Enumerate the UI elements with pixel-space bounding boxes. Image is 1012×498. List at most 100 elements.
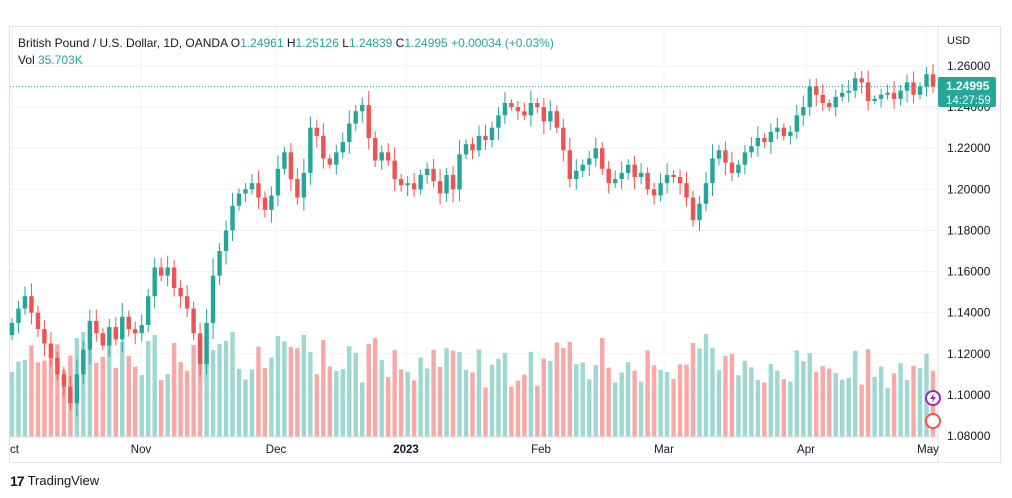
candle-body-91: [600, 148, 605, 169]
volume-bar-76: [502, 352, 508, 437]
candle-body-51: [340, 142, 345, 153]
candle-body-66: [437, 181, 443, 194]
volume-bar-48: [321, 340, 326, 437]
candle-body-81: [535, 103, 540, 108]
candle-body-142: [930, 74, 936, 87]
volume-bar-62: [411, 380, 417, 437]
symbol-title[interactable]: British Pound / U.S. Dollar, 1D, OANDA: [18, 36, 228, 50]
time-tick-3: 2023: [393, 444, 419, 456]
volume-bar-106: [697, 348, 702, 437]
volume-bar-55: [366, 344, 371, 437]
volume-bar-115: [755, 380, 761, 437]
volume-label: Vol: [18, 53, 35, 67]
volume-bar-113: [742, 360, 748, 437]
candle-body-44: [295, 179, 300, 198]
volume-bar-73: [483, 387, 488, 437]
candle-body-101: [664, 174, 670, 184]
volume-bar-68: [450, 350, 456, 437]
candle-body-34: [230, 205, 235, 231]
candle-body-16: [113, 327, 118, 340]
candle-body-127: [833, 96, 838, 108]
volume-bar-64: [424, 368, 430, 437]
price-axis[interactable]: 1.260001.240001.220001.200001.180001.160…: [947, 59, 991, 443]
candle-body-67: [444, 174, 449, 194]
candle-body-136: [891, 92, 897, 99]
candle-body-112: [736, 164, 741, 173]
volume-bars: [9, 332, 936, 437]
volume-bar-33: [223, 341, 229, 437]
volume-bar-40: [269, 357, 274, 437]
volume-bar-3: [29, 345, 34, 437]
candles: [9, 64, 936, 417]
volume-bar-44: [295, 348, 300, 437]
candle-body-53: [353, 111, 358, 124]
candle-body-49: [327, 158, 333, 165]
volume-bar-105: [690, 343, 696, 437]
last-price-badge: [938, 77, 996, 107]
tradingview-logo-icon[interactable]: 17: [10, 473, 25, 489]
volume-bar-0: [9, 371, 15, 437]
price-tick-4: 1.18000: [947, 223, 991, 237]
candle-body-106: [697, 203, 702, 221]
volume-bar-95: [625, 362, 631, 437]
volume-bar-18: [126, 355, 131, 437]
volume-bar-38: [256, 346, 261, 437]
candle-body-14: [100, 333, 106, 346]
volume-bar-78: [515, 380, 521, 437]
volume-bar-126: [827, 368, 832, 437]
candle-body-100: [658, 183, 663, 196]
volume-bar-84: [554, 342, 560, 437]
volume-bar-129: [846, 377, 851, 437]
candle-body-99: [651, 189, 657, 196]
candle-body-38: [256, 183, 261, 198]
time-tick-0: ct: [10, 444, 20, 456]
volume-bar-14: [100, 356, 106, 437]
candle-body-46: [308, 127, 313, 173]
volume-bar-20: [139, 375, 144, 437]
candle-body-132: [865, 82, 871, 101]
candle-body-85: [561, 127, 566, 151]
time-tick-5: Mar: [654, 444, 674, 456]
candle-body-7: [55, 357, 60, 375]
candle-body-104: [684, 183, 689, 198]
volume-bar-12: [87, 349, 93, 437]
volume-bar-13: [94, 362, 99, 437]
high-label: H: [286, 36, 296, 50]
volume-bar-71: [470, 372, 475, 437]
volume-bar-99: [651, 365, 657, 437]
candle-body-25: [171, 267, 177, 288]
price-tick-3: 1.20000: [947, 182, 991, 196]
volume-bar-130: [852, 350, 858, 437]
volume-bar-21: [145, 341, 151, 437]
candle-body-12: [87, 320, 93, 350]
volume-bar-70: [463, 370, 469, 437]
volume-bar-54: [360, 382, 365, 437]
volume-bar-27: [184, 370, 190, 437]
volume-bar-97: [638, 381, 644, 437]
volume-bar-77: [509, 386, 514, 437]
volume-bar-17: [120, 342, 125, 437]
candle-body-69: [457, 154, 462, 190]
volume-bar-42: [282, 341, 287, 437]
volume-bar-123: [807, 353, 812, 437]
candle-body-82: [541, 107, 547, 122]
candle-body-23: [158, 267, 164, 276]
candle-body-55: [366, 105, 371, 138]
time-axis[interactable]: ct Nov Dec 2023 Feb Mar Apr May: [10, 444, 939, 456]
candle-body-114: [749, 146, 754, 153]
candle-body-3: [29, 296, 34, 313]
candle-body-22: [152, 267, 157, 297]
candle-body-33: [223, 230, 229, 251]
volume-bar-37: [249, 369, 255, 437]
us-flag-icon[interactable]: [925, 413, 941, 429]
chart-legend: British Pound / U.S. Dollar, 1D, OANDA O…: [18, 34, 554, 69]
candle-body-35: [236, 193, 242, 206]
volume-bar-67: [444, 348, 449, 437]
candle-body-80: [528, 103, 534, 116]
volume-bar-89: [587, 379, 592, 437]
brand-name[interactable]: TradingView: [27, 473, 100, 488]
candle-body-31: [210, 275, 216, 323]
candle-body-84: [554, 111, 560, 128]
volume-bar-131: [859, 384, 864, 437]
